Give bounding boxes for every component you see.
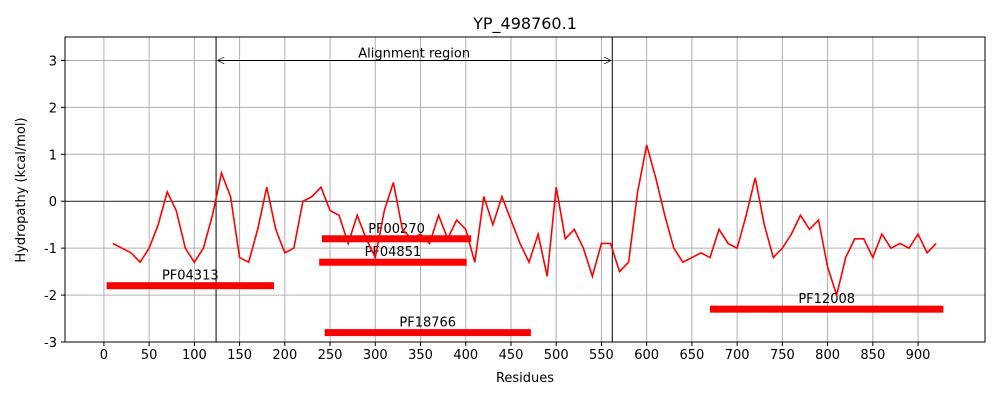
x-tick-label: 200 xyxy=(272,348,297,363)
y-tick-label: -3 xyxy=(44,336,57,351)
domain-label: PF04851 xyxy=(365,245,422,260)
domain-label: PF12008 xyxy=(798,292,855,307)
domain-bar xyxy=(319,258,467,266)
x-tick-label: 250 xyxy=(318,348,343,363)
x-tick-label: 900 xyxy=(906,348,931,363)
x-tick-label: 350 xyxy=(408,348,433,363)
x-tick-label: 650 xyxy=(679,348,704,363)
domain-bar xyxy=(106,282,274,290)
y-tick-label: -1 xyxy=(44,242,57,257)
y-tick-label: 2 xyxy=(49,101,57,116)
x-tick-label: 800 xyxy=(815,348,840,363)
y-tick-label: -2 xyxy=(44,289,57,304)
x-tick-label: 550 xyxy=(589,348,614,363)
x-tick-label: 850 xyxy=(860,348,885,363)
domain-bar xyxy=(324,329,531,337)
alignment-label: Alignment region xyxy=(358,46,470,61)
x-tick-label: 750 xyxy=(770,348,795,363)
x-tick-label: 0 xyxy=(100,348,108,363)
y-tick-label: 3 xyxy=(49,54,57,69)
x-tick-label: 100 xyxy=(182,348,207,363)
domain-label: PF18766 xyxy=(399,316,456,331)
x-tick-label: 700 xyxy=(725,348,750,363)
x-tick-label: 500 xyxy=(544,348,569,363)
domain-bar xyxy=(321,235,472,243)
x-tick-label: 400 xyxy=(453,348,478,363)
x-tick-label: 150 xyxy=(227,348,252,363)
x-tick-label: 450 xyxy=(499,348,524,363)
chart-title: YP_498760.1 xyxy=(472,14,577,34)
domain-label: PF04313 xyxy=(162,269,219,284)
x-tick-label: 50 xyxy=(141,348,158,363)
hydropathy-line xyxy=(112,144,937,299)
x-tick-label: 300 xyxy=(363,348,388,363)
x-tick-label: 600 xyxy=(634,348,659,363)
domain-bar xyxy=(709,305,944,313)
plot-frame xyxy=(64,36,986,343)
y-tick-label: 1 xyxy=(49,148,57,163)
x-axis-label: Residues xyxy=(496,371,554,386)
y-axis-label: Hydropathy (kcal/mol) xyxy=(14,117,29,262)
domain-label: PF00270 xyxy=(368,222,425,237)
y-tick-label: 0 xyxy=(49,195,57,210)
